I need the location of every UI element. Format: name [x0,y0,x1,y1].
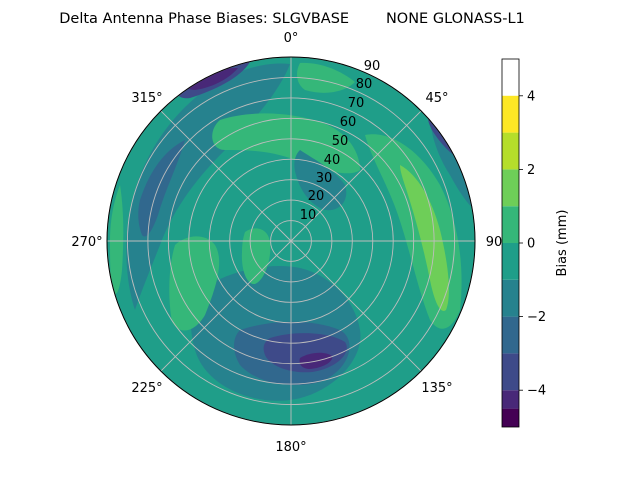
polar-grid-spoke [290,240,422,372]
colorbar-tick-label: −4 [527,384,546,399]
colorbar-band [502,132,519,170]
contour-region [400,165,449,311]
polar-grid [106,56,476,426]
radial-label-20: 20 [308,189,325,204]
radial-label-60: 60 [340,115,357,130]
colorbar: −4 −2 0 2 4 Bias (mm) [501,58,570,428]
colorbar-band [502,169,519,207]
contour-region [138,140,185,237]
colorbar-tick-label: −2 [527,310,546,325]
contour-region [294,150,347,211]
colorbar-label: Bias (mm) [555,210,570,277]
azimuth-label-0: 0° [284,31,299,46]
contour-region [241,228,271,285]
azimuth-label-45: 45° [425,91,448,106]
colorbar-band [502,243,519,280]
colorbar-tick-label: 2 [527,163,535,178]
contour-region [212,113,360,174]
colorbar-band [502,390,519,409]
radial-label-90: 90 [364,59,381,74]
azimuth-label-315: 315° [131,91,162,106]
azimuth-label-90: 90 [486,235,503,250]
colorbar-band [502,353,519,391]
polar-frame [106,56,476,426]
radial-label-40: 40 [324,153,341,168]
colorbar-band [502,95,519,133]
colorbar-tick-label: 0 [527,237,535,252]
contour-region [110,185,124,294]
colorbar-tick-label: 4 [527,89,535,104]
azimuth-label-225: 225° [131,381,162,396]
radial-label-70: 70 [348,96,365,111]
colorbar-ticks: −4 −2 0 2 4 [519,89,546,399]
contour-region [184,68,238,90]
radial-label-10: 10 [300,208,317,223]
colorbar-band [502,279,519,317]
polar-plot: 0° 45° 90 135° 180° 225° 270° 315° 10 20… [71,31,502,455]
azimuth-label-135: 135° [421,381,452,396]
polar-grid-spoke [290,110,422,242]
contour-region [169,236,220,331]
radial-label-30: 30 [316,171,333,186]
radial-label-50: 50 [332,134,349,149]
chart-title: Delta Antenna Phase Biases: SLGVBASE NON… [59,11,525,27]
azimuth-label-270: 270° [71,235,102,250]
polar-grid-spoke [160,110,292,242]
colorbar-band [502,408,519,427]
colorbar-bands [502,95,519,427]
colorbar-band [502,316,519,354]
polar-grid-spoke [160,240,292,372]
colorbar-band [502,206,519,243]
azimuth-label-180: 180° [275,440,306,455]
radial-label-80: 80 [356,77,373,92]
